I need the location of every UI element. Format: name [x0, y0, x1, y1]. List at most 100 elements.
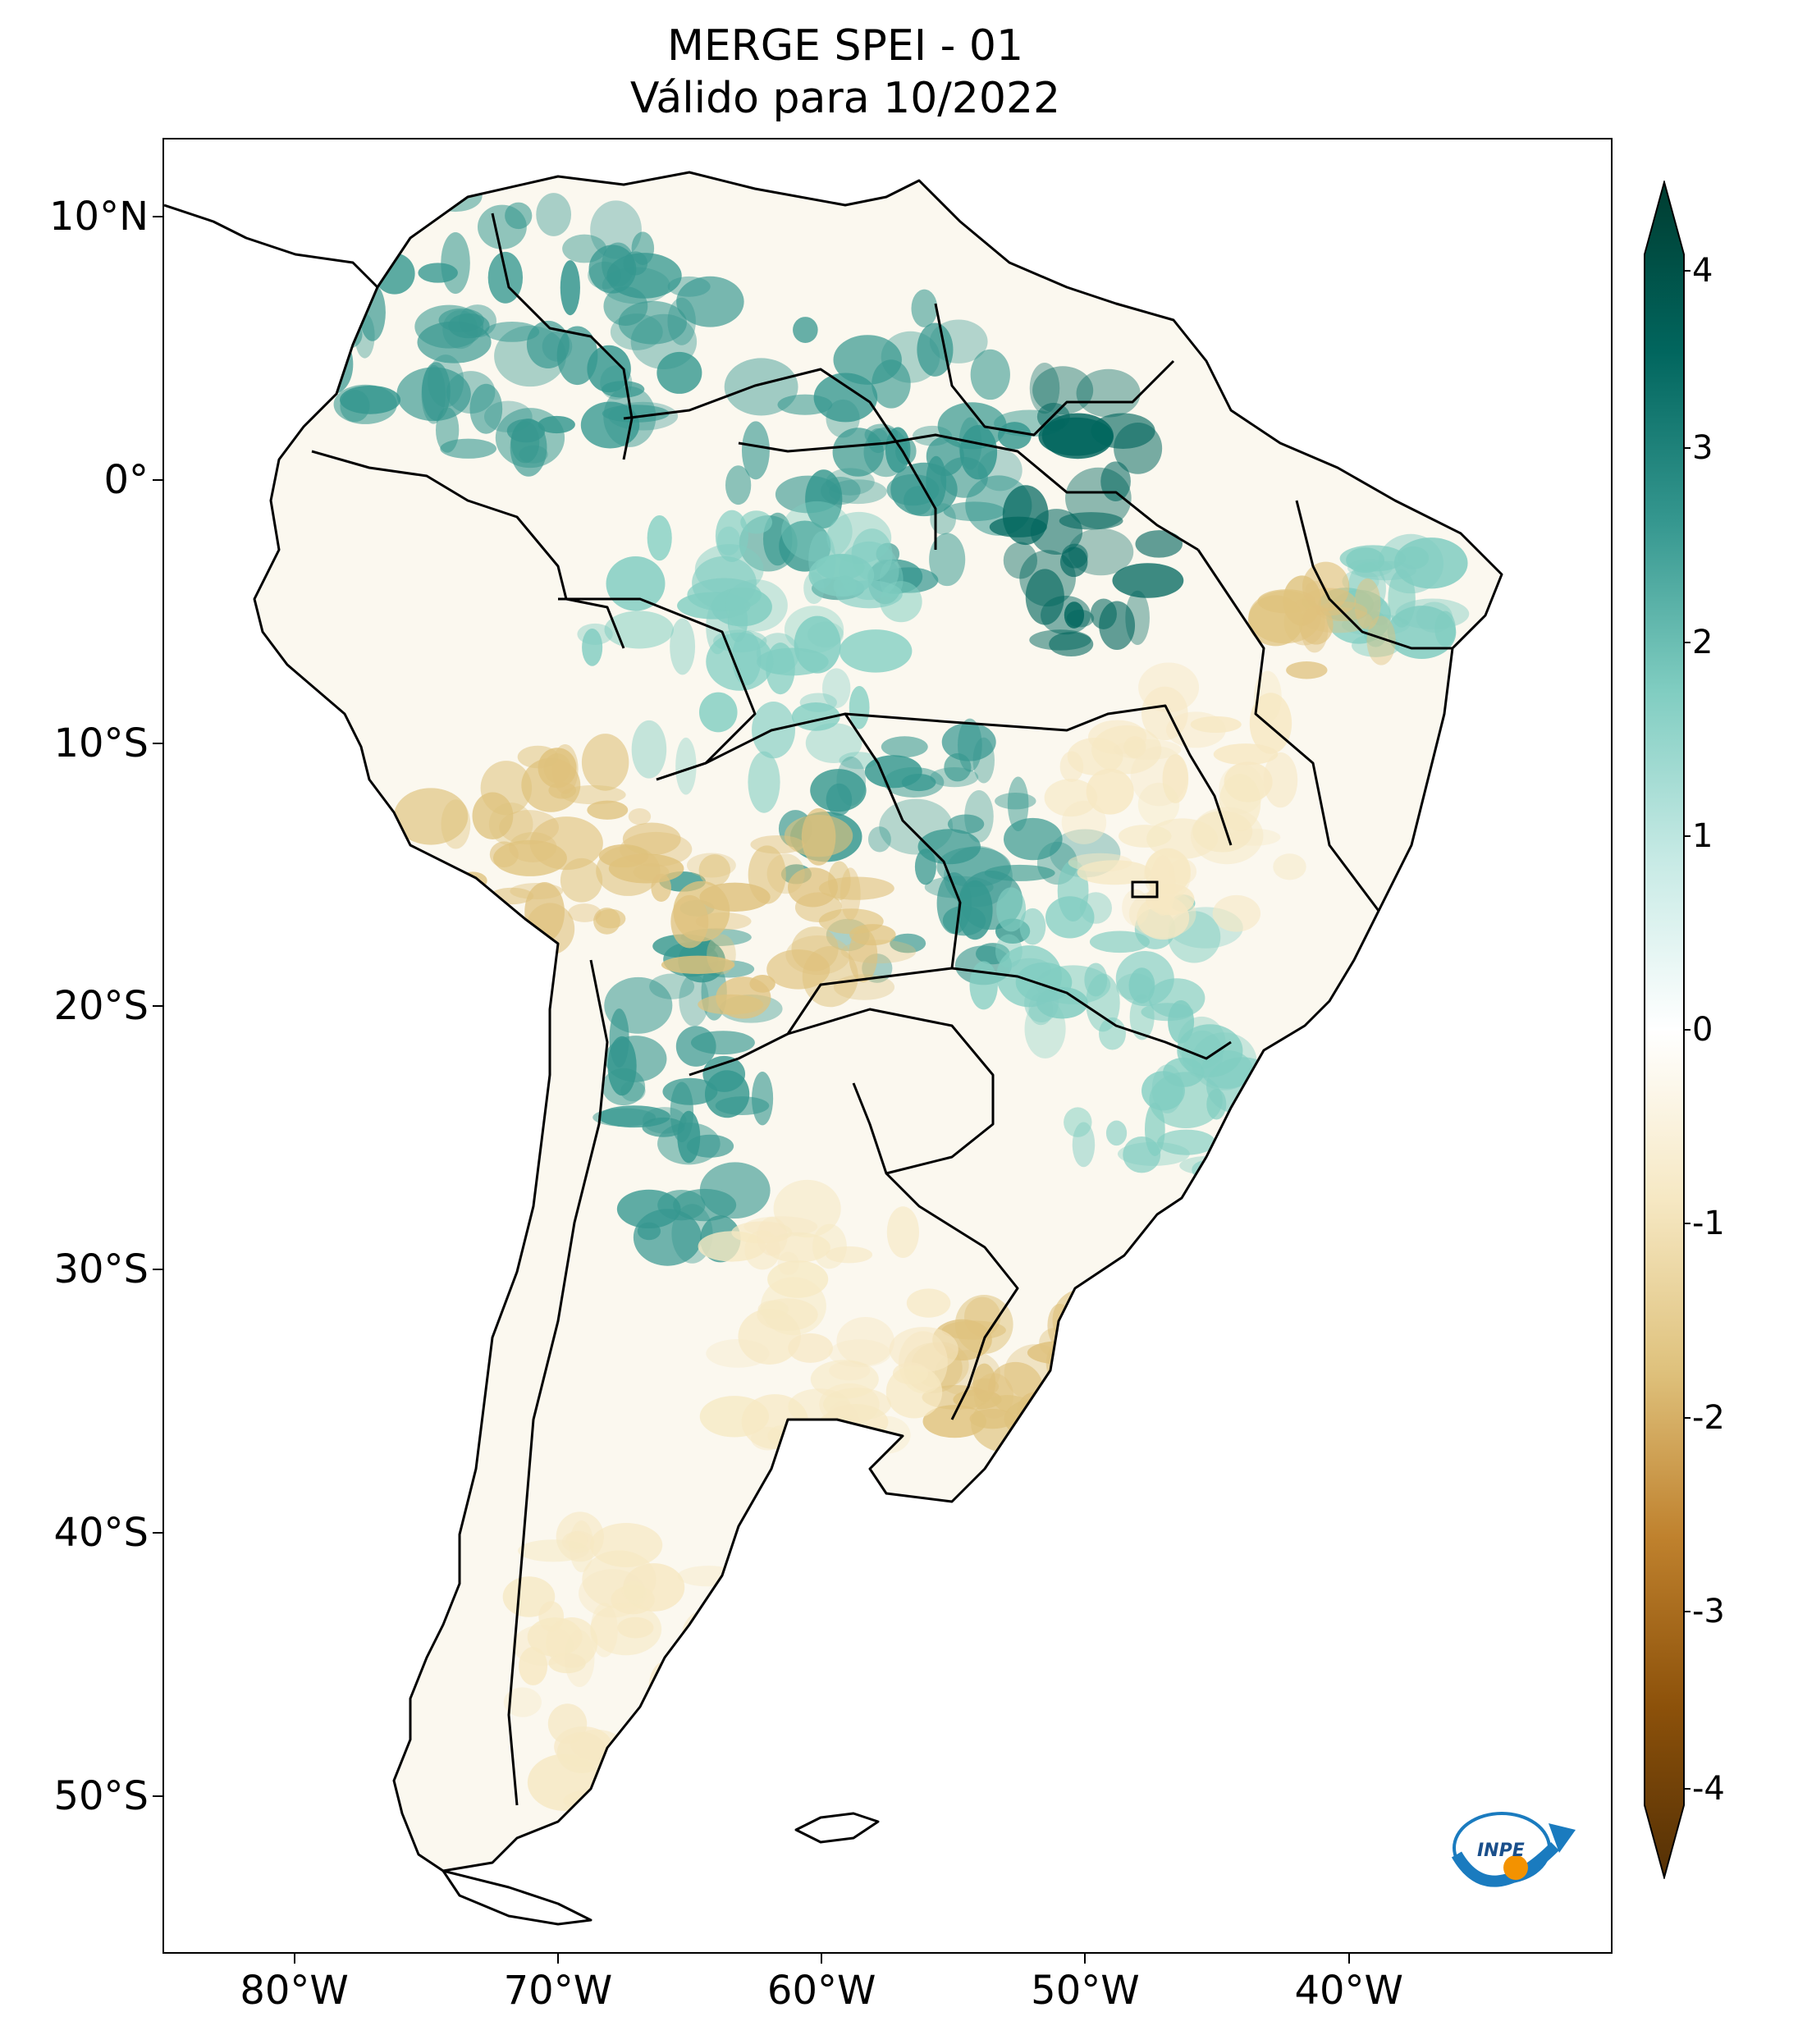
spei-cell: [1141, 686, 1188, 741]
spei-cell: [597, 1105, 670, 1128]
spei-cell: [1089, 931, 1151, 953]
spei-cell: [995, 793, 1036, 810]
spei-cell: [587, 800, 629, 820]
spei-cell: [1354, 578, 1381, 630]
spei-cell: [944, 846, 1013, 908]
spei-cell: [1087, 720, 1147, 755]
spei-cell: [1242, 1079, 1306, 1110]
spei-cell: [698, 692, 738, 733]
spei-cell: [667, 297, 696, 345]
spei-cell: [581, 734, 629, 791]
spei-cell: [1253, 1143, 1284, 1164]
spei-cell: [679, 973, 709, 1027]
spei-cell: [438, 308, 485, 332]
spei-cell: [1215, 1181, 1274, 1205]
spei-cell: [805, 469, 843, 528]
colorbar-body: [1644, 181, 1685, 1879]
colorbar-tick-mark: [1684, 1029, 1690, 1031]
lat-tick-label: 20°S: [53, 983, 149, 1030]
spei-cell: [547, 1703, 588, 1744]
spei-cell: [560, 260, 580, 316]
lon-tick-mark: [556, 1954, 559, 1964]
spei-cell: [673, 1188, 737, 1222]
spei-cell: [620, 1081, 646, 1102]
colorbar-tick-mark: [1684, 1223, 1690, 1225]
spei-cell: [880, 581, 922, 623]
map-panel: [162, 138, 1613, 1954]
colorbar-tick-label: 1: [1692, 816, 1713, 855]
spei-cell: [647, 515, 672, 561]
lon-tick-label: 80°W: [240, 1968, 349, 2014]
spei-cell: [652, 1744, 675, 1777]
spei-cell: [618, 300, 687, 345]
spei-cell: [813, 373, 878, 423]
spei-cell: [821, 477, 861, 505]
spei-cell: [1213, 743, 1279, 766]
spei-cell: [433, 894, 505, 945]
lat-tick-label: 40°S: [53, 1509, 149, 1556]
spei-cell: [340, 389, 370, 423]
spei-cell: [277, 310, 335, 349]
lat-tick-label: 10°N: [49, 194, 149, 240]
spei-cell: [715, 510, 748, 562]
spei-cell: [1346, 547, 1385, 574]
spei-cell: [469, 383, 503, 434]
spei-cell: [1157, 1129, 1216, 1155]
spei-cell: [1299, 605, 1334, 645]
spei-cell: [536, 193, 572, 236]
border-bolivia: [656, 712, 962, 1077]
lon-tick-label: 70°W: [503, 1968, 613, 2014]
spei-cell: [1250, 1140, 1325, 1171]
spei-cell: [670, 618, 696, 675]
spei-cell: [695, 912, 752, 931]
spei-cell: [911, 289, 938, 327]
spei-cell: [590, 200, 642, 259]
spei-cell: [1007, 776, 1029, 832]
spei-cell: [345, 274, 372, 309]
spei-cell: [816, 554, 865, 580]
spei-cell: [495, 408, 565, 469]
spei-cell: [570, 1729, 623, 1761]
spei-cell: [675, 737, 697, 795]
colorbar-tick-label: 2: [1692, 623, 1713, 661]
spei-cell: [958, 417, 982, 470]
spei-cell: [766, 853, 805, 894]
spei-cell: [766, 642, 795, 695]
lat-tick-label: 50°S: [53, 1772, 149, 1819]
spei-cell: [565, 1531, 588, 1549]
spei-cell: [826, 783, 853, 816]
spei-cell: [810, 1360, 879, 1399]
spei-cell: [818, 908, 884, 935]
spei-cell: [480, 761, 533, 816]
spei-cell: [675, 1026, 716, 1067]
spei-cell: [657, 1123, 721, 1165]
spei-cell: [756, 1217, 788, 1256]
spei-cell: [692, 556, 757, 610]
colorbar-tick-mark: [1684, 1788, 1690, 1790]
spei-cell: [1393, 537, 1468, 589]
spei-cell: [1123, 1136, 1161, 1173]
spei-cell: [881, 736, 928, 758]
spei-cell: [1049, 632, 1094, 656]
spei-cell: [1025, 569, 1064, 625]
spei-cell: [1044, 779, 1098, 817]
spei-cell: [1273, 853, 1306, 880]
spei-cell: [1179, 1155, 1239, 1176]
lake: [1131, 880, 1159, 899]
spei-cell: [1216, 1164, 1250, 1222]
spei-cell: [1002, 485, 1049, 546]
border-chile-argentina: [507, 959, 609, 1806]
spei-cell: [833, 335, 902, 385]
lon-tick-label: 40°W: [1294, 1968, 1403, 2014]
spei-cell: [1045, 1332, 1118, 1394]
country-borders: [164, 171, 1503, 1926]
colorbar-tick-label: -4: [1692, 1770, 1725, 1808]
spei-cell: [1064, 601, 1085, 629]
spei-cell: [643, 1107, 687, 1134]
spei-cell: [602, 405, 670, 423]
spei-cell: [959, 424, 998, 480]
spei-cell: [929, 533, 966, 587]
spei-cell: [1062, 1327, 1095, 1345]
spei-cell: [929, 319, 988, 364]
continent-outline: [253, 171, 1503, 1873]
